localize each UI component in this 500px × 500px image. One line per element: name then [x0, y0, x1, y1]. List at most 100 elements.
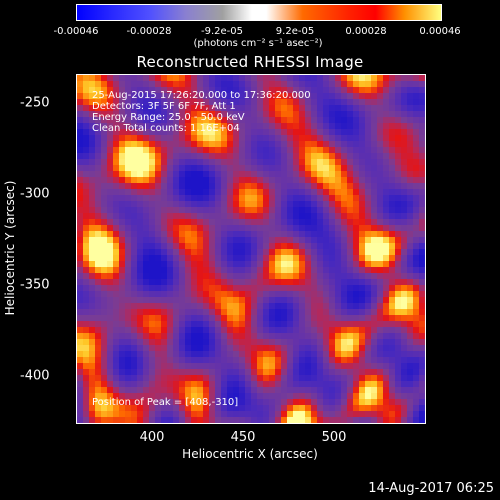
heatmap-cell [179, 147, 186, 154]
heatmap-cell [413, 75, 420, 82]
heatmap-cell [137, 273, 144, 280]
heatmap-cell [125, 285, 132, 292]
heatmap-cell [161, 405, 168, 412]
heatmap-cell [209, 189, 216, 196]
heatmap-cell [287, 165, 294, 172]
heatmap-cell [185, 243, 192, 250]
heatmap-cell [149, 399, 156, 406]
heatmap-cell [371, 87, 378, 94]
heatmap-cell [113, 399, 120, 406]
heatmap-cell [137, 75, 144, 82]
heatmap-cell [389, 255, 396, 262]
heatmap-cell [83, 375, 90, 382]
heatmap-cell [257, 285, 264, 292]
heatmap-cell [209, 135, 216, 142]
heatmap-cell [323, 387, 330, 394]
heatmap-cell [233, 411, 240, 418]
heatmap-cell [323, 243, 330, 250]
heatmap-cell [83, 381, 90, 388]
heatmap-cell [359, 81, 366, 88]
heatmap-cell [131, 267, 138, 274]
heatmap-cell [389, 201, 396, 208]
heatmap-cell [377, 87, 384, 94]
heatmap-cell [227, 159, 234, 166]
heatmap-cell [257, 183, 264, 190]
heatmap-cell [305, 111, 312, 118]
heatmap-cell [317, 207, 324, 214]
heatmap-cell [287, 381, 294, 388]
heatmap-cell [341, 285, 348, 292]
annotation-method: Clean Total counts: 1.16E+04 [92, 123, 240, 134]
heatmap-cell [305, 243, 312, 250]
heatmap-cell [101, 189, 108, 196]
heatmap-cell [389, 147, 396, 154]
heatmap-cell [401, 165, 408, 172]
heatmap-cell [257, 147, 264, 154]
heatmap-cell [305, 141, 312, 148]
heatmap-cell [215, 387, 222, 394]
heatmap-cell [365, 261, 372, 268]
heatmap-cell [161, 219, 168, 226]
heatmap-cell [257, 255, 264, 262]
heatmap-cell [305, 171, 312, 178]
heatmap-cell [101, 387, 108, 394]
heatmap-cell [347, 249, 354, 256]
heatmap-cell [113, 213, 120, 220]
heatmap-cell [239, 399, 246, 406]
heatmap-cell [329, 183, 336, 190]
heatmap-cell [119, 297, 126, 304]
heatmap-cell [371, 153, 378, 160]
heatmap-cell [233, 81, 240, 88]
heatmap-cell [233, 417, 240, 423]
heatmap-cell [161, 309, 168, 316]
heatmap-cell [161, 141, 168, 148]
heatmap-cell [155, 147, 162, 154]
heatmap-cell [365, 333, 372, 340]
heatmap-cell [131, 327, 138, 334]
heatmap-cell [383, 153, 390, 160]
heatmap-cell [395, 183, 402, 190]
heatmap-cell [239, 153, 246, 160]
heatmap-cell [149, 117, 156, 124]
heatmap-cell [233, 291, 240, 298]
heatmap-cell [257, 129, 264, 136]
heatmap-cell [191, 303, 198, 310]
heatmap-cell [221, 141, 228, 148]
heatmap-cell [119, 309, 126, 316]
heatmap-cell [413, 111, 420, 118]
heatmap-cell [257, 261, 264, 268]
heatmap-cell [113, 165, 120, 172]
heatmap-cell [131, 177, 138, 184]
heatmap-cell [347, 201, 354, 208]
heatmap-cell [137, 405, 144, 412]
heatmap-cell [335, 81, 342, 88]
heatmap-cell [383, 333, 390, 340]
heatmap-cell [395, 75, 402, 82]
heatmap-cell [197, 117, 204, 124]
heatmap-cell [275, 165, 282, 172]
heatmap-cell [185, 141, 192, 148]
heatmap-cell [245, 153, 252, 160]
heatmap-cell [419, 321, 425, 328]
heatmap-cell [383, 171, 390, 178]
heatmap-cell [401, 309, 408, 316]
heatmap-cell [245, 363, 252, 370]
heatmap-cell [149, 81, 156, 88]
heatmap-cell [113, 135, 120, 142]
heatmap-cell [413, 171, 420, 178]
heatmap-cell [77, 123, 84, 130]
heatmap-cell [203, 249, 210, 256]
heatmap-cell [329, 327, 336, 334]
heatmap-cell [275, 123, 282, 130]
heatmap-cell [131, 225, 138, 232]
heatmap-cell [209, 171, 216, 178]
heatmap-cell [203, 261, 210, 268]
heatmap-cell [221, 291, 228, 298]
heatmap-cell [233, 279, 240, 286]
heatmap-cell [371, 285, 378, 292]
heatmap-cell [359, 141, 366, 148]
heatmap-cell [293, 219, 300, 226]
heatmap-cell [125, 357, 132, 364]
heatmap-cell [365, 267, 372, 274]
heatmap-cell [293, 321, 300, 328]
